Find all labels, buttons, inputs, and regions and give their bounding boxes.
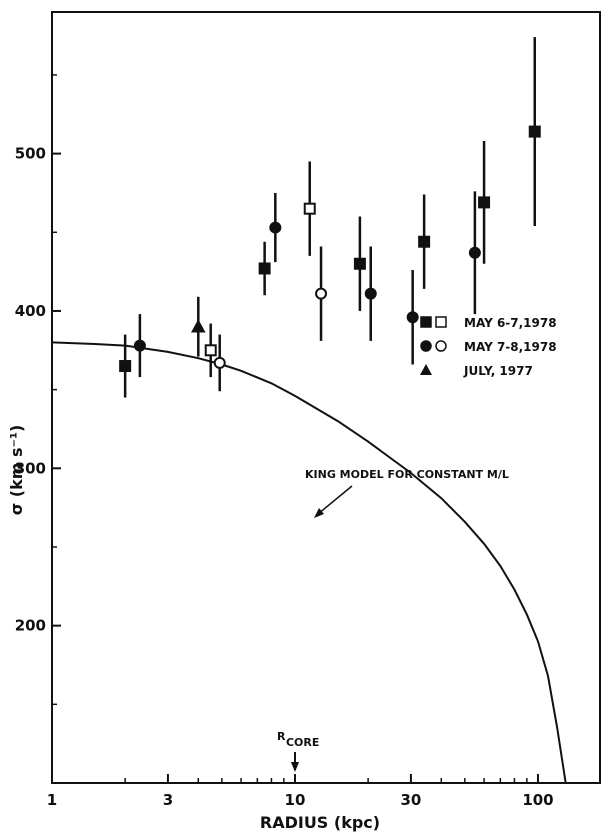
rcore-sublabel: CORE bbox=[286, 736, 319, 749]
king-model-leader bbox=[317, 485, 353, 515]
legend-marker-filled-triangle bbox=[420, 364, 432, 375]
data-point-square bbox=[258, 262, 271, 275]
data-points bbox=[119, 37, 541, 398]
legend-marker-filled-square bbox=[420, 316, 432, 328]
x-axis-title: RADIUS (kpc) bbox=[260, 813, 380, 832]
plot-frame bbox=[51, 11, 601, 784]
data-point-circle bbox=[133, 339, 146, 352]
x-tick-label: 1 bbox=[47, 791, 57, 809]
y-tick-label: 300 bbox=[15, 459, 46, 477]
data-point-circle bbox=[406, 311, 419, 324]
data-point-square bbox=[119, 360, 132, 373]
legend: MAY 6-7,1978 MAY 7-8,1978 JULY, 1977 bbox=[420, 316, 557, 378]
king-model-arrowhead bbox=[314, 508, 324, 518]
king-model-curve: KING MODEL FOR CONSTANT M/L bbox=[51, 341, 567, 784]
x-tick-label: 10 bbox=[285, 791, 306, 809]
x-tick-label: 30 bbox=[400, 791, 421, 809]
y-axis-title: σ (km s⁻¹) bbox=[7, 425, 26, 516]
data-point-circle bbox=[315, 287, 328, 300]
legend-marker-filled-circle bbox=[420, 340, 432, 352]
y-tick-label: 400 bbox=[15, 302, 46, 320]
plot-border bbox=[51, 11, 601, 784]
x-tick-label: 100 bbox=[522, 791, 553, 809]
data-point-square bbox=[353, 257, 366, 270]
data-point-circle bbox=[364, 287, 377, 300]
y-tick-label: 200 bbox=[15, 617, 46, 635]
data-point-square bbox=[204, 344, 217, 357]
y-tick-label: 500 bbox=[15, 145, 46, 163]
annotations: R CORE bbox=[277, 730, 319, 772]
legend-label: JULY, 1977 bbox=[463, 364, 533, 378]
rcore-arrowhead bbox=[290, 762, 299, 772]
rcore-label: R bbox=[277, 730, 286, 743]
data-point-triangle bbox=[191, 319, 206, 333]
data-point-circle bbox=[269, 221, 282, 234]
legend-label: MAY 6-7,1978 bbox=[464, 316, 557, 330]
legend-marker-open-circle bbox=[435, 340, 447, 352]
king-model-label: KING MODEL FOR CONSTANT M/L bbox=[305, 468, 509, 481]
x-tick-label: 3 bbox=[163, 791, 173, 809]
data-point-square bbox=[418, 235, 431, 248]
y-axis: 200 300 400 500 bbox=[15, 74, 61, 706]
data-point-circle bbox=[468, 246, 481, 259]
data-point-square bbox=[478, 196, 491, 209]
x-axis: 1 3 10 30 100 bbox=[47, 774, 554, 809]
data-point-square bbox=[528, 125, 541, 138]
data-point-circle bbox=[213, 356, 226, 369]
legend-label: MAY 7-8,1978 bbox=[464, 340, 557, 354]
legend-marker-open-square bbox=[435, 316, 447, 328]
data-point-square bbox=[303, 202, 316, 215]
king-model-line bbox=[51, 341, 567, 784]
